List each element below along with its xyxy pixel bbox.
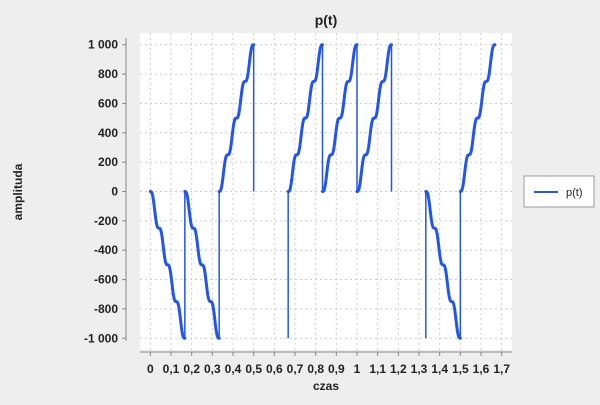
axes <box>125 38 512 353</box>
x-tick-label: 1,1 <box>369 362 386 376</box>
y-tick-label: 1 000 <box>88 38 118 52</box>
legend-entry-p-t: p(t) <box>566 187 583 199</box>
series-ramp-segment <box>286 43 324 193</box>
x-tick-label: 1 <box>354 362 361 376</box>
series-ramp-segment <box>217 43 256 193</box>
y-ticks: -1 000 -800 -600 -400 -200 0 200 400 600 800 1 000 <box>84 38 126 345</box>
x-tick-label: 1,6 <box>473 362 490 376</box>
y-tick-label: 0 <box>111 185 118 199</box>
y-tick-label: 200 <box>98 155 118 169</box>
y-axis-title: amplituda <box>11 163 25 220</box>
chart-title: p(t) <box>315 12 338 28</box>
x-ticks: 0 0,1 0,2 0,3 0,4 0,5 0,6 0,7 0,8 0,9 1 1,1 1,2 1,3 1,… <box>147 352 510 376</box>
x-tick-label: 0,3 <box>204 362 221 376</box>
y-tick-label: 400 <box>98 126 118 140</box>
grid <box>140 33 512 350</box>
x-tick-label: 0,8 <box>307 362 324 376</box>
series-ramp-segment <box>320 43 359 193</box>
y-tick-label: 600 <box>98 96 118 110</box>
series-p-t <box>148 43 497 340</box>
x-tick-label: 1,7 <box>493 362 510 376</box>
series-ramp-segment <box>148 190 187 340</box>
series-ramp-segment <box>355 43 394 193</box>
y-tick-label: -800 <box>94 302 118 316</box>
series-ramp-segment <box>458 43 497 193</box>
x-tick-label: 1,5 <box>452 362 469 376</box>
y-tick-label: -200 <box>94 214 118 228</box>
x-tick-label: 0 <box>147 362 154 376</box>
y-tick-label: 800 <box>98 67 118 81</box>
legend: p(t) <box>523 175 595 208</box>
x-tick-label: 1,4 <box>431 362 448 376</box>
y-tick-label: -1 000 <box>84 331 118 345</box>
series-ramp-segment <box>424 190 462 340</box>
series-ramp-segment <box>183 190 221 340</box>
x-tick-label: 0,7 <box>287 362 304 376</box>
x-tick-label: 0,9 <box>328 362 345 376</box>
x-tick-label: 0,2 <box>183 362 200 376</box>
y-tick-label: -400 <box>94 243 118 257</box>
x-tick-label: 0,4 <box>225 362 242 376</box>
x-tick-label: 0,1 <box>163 362 180 376</box>
x-tick-label: 0,5 <box>245 362 262 376</box>
x-tick-label: 1,2 <box>390 362 407 376</box>
y-tick-label: -600 <box>94 273 118 287</box>
x-tick-label: 1,3 <box>411 362 428 376</box>
x-axis-title: czas <box>313 379 339 393</box>
x-tick-label: 0,6 <box>266 362 283 376</box>
